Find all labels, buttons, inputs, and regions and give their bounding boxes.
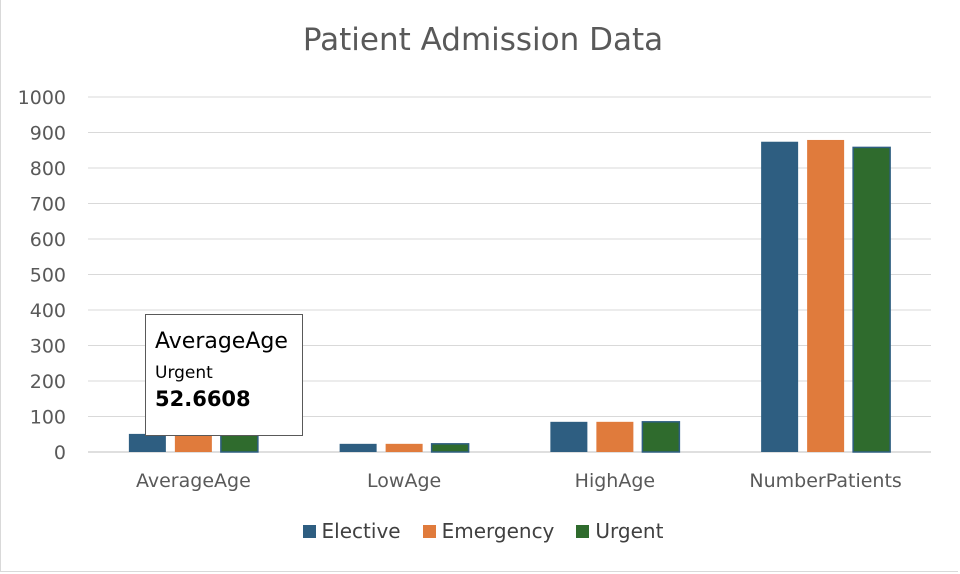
y-tick-label-400: 400 xyxy=(30,300,66,322)
tooltip-category: AverageAge xyxy=(155,329,288,354)
chart-title: Patient Admission Data xyxy=(302,22,664,58)
y-tick-label-100: 100 xyxy=(30,407,66,429)
legend-label-urgent: Urgent xyxy=(595,519,664,543)
bar-urgent-numberpatients[interactable] xyxy=(852,146,891,453)
bar-elective-averageage[interactable] xyxy=(128,433,166,452)
bar-urgent-highage[interactable] xyxy=(641,421,681,453)
bar-emergency-numberpatients[interactable] xyxy=(807,139,845,452)
bar-urgent-averageage[interactable] xyxy=(220,432,259,453)
legend-swatch-urgent xyxy=(576,524,590,538)
y-tick-label-900: 900 xyxy=(30,123,66,145)
legend-label-emergency: Emergency xyxy=(441,519,555,543)
bar-urgent-lowage[interactable] xyxy=(430,443,470,453)
y-tick-label-1000: 1000 xyxy=(18,87,66,109)
legend-swatch-elective xyxy=(302,524,316,538)
legend-item-emergency[interactable]: Emergency xyxy=(422,519,555,543)
x-tick-label-numberpatients: NumberPatients xyxy=(749,470,901,492)
legend-swatch-emergency xyxy=(422,524,436,538)
legend-item-elective[interactable]: Elective xyxy=(302,519,401,543)
y-tick-label-300: 300 xyxy=(30,336,66,358)
y-tick-label-200: 200 xyxy=(30,371,66,393)
tooltip-value: 52.6608 xyxy=(155,387,251,411)
legend: Elective Emergency Urgent xyxy=(0,519,960,543)
x-axis-ticks: AverageAge LowAge HighAge NumberPatients xyxy=(136,470,902,492)
data-tooltip: AverageAge Urgent 52.6608 xyxy=(145,314,303,436)
bar-elective-numberpatients[interactable] xyxy=(761,141,799,453)
x-tick-label-averageage: AverageAge xyxy=(136,470,251,492)
tooltip-series: Urgent xyxy=(155,363,213,383)
y-tick-label-500: 500 xyxy=(30,265,66,287)
bar-emergency-highage[interactable] xyxy=(596,421,634,452)
y-tick-label-600: 600 xyxy=(30,229,66,251)
x-tick-label-lowage: LowAge xyxy=(367,470,441,492)
bars xyxy=(128,139,891,453)
bar-elective-lowage[interactable] xyxy=(339,443,377,452)
legend-item-urgent[interactable]: Urgent xyxy=(576,519,663,543)
x-tick-label-highage: HighAge xyxy=(575,470,655,492)
y-axis-ticks: 0 100 200 300 400 500 600 700 800 900 1000 xyxy=(18,87,66,464)
y-tick-label-0: 0 xyxy=(54,442,66,464)
y-tick-label-700: 700 xyxy=(30,194,66,216)
y-tick-label-800: 800 xyxy=(30,158,66,180)
bar-emergency-averageage[interactable] xyxy=(174,433,212,452)
legend-label-elective: Elective xyxy=(321,519,401,543)
bar-emergency-lowage[interactable] xyxy=(385,443,423,452)
bar-elective-highage[interactable] xyxy=(550,421,588,452)
